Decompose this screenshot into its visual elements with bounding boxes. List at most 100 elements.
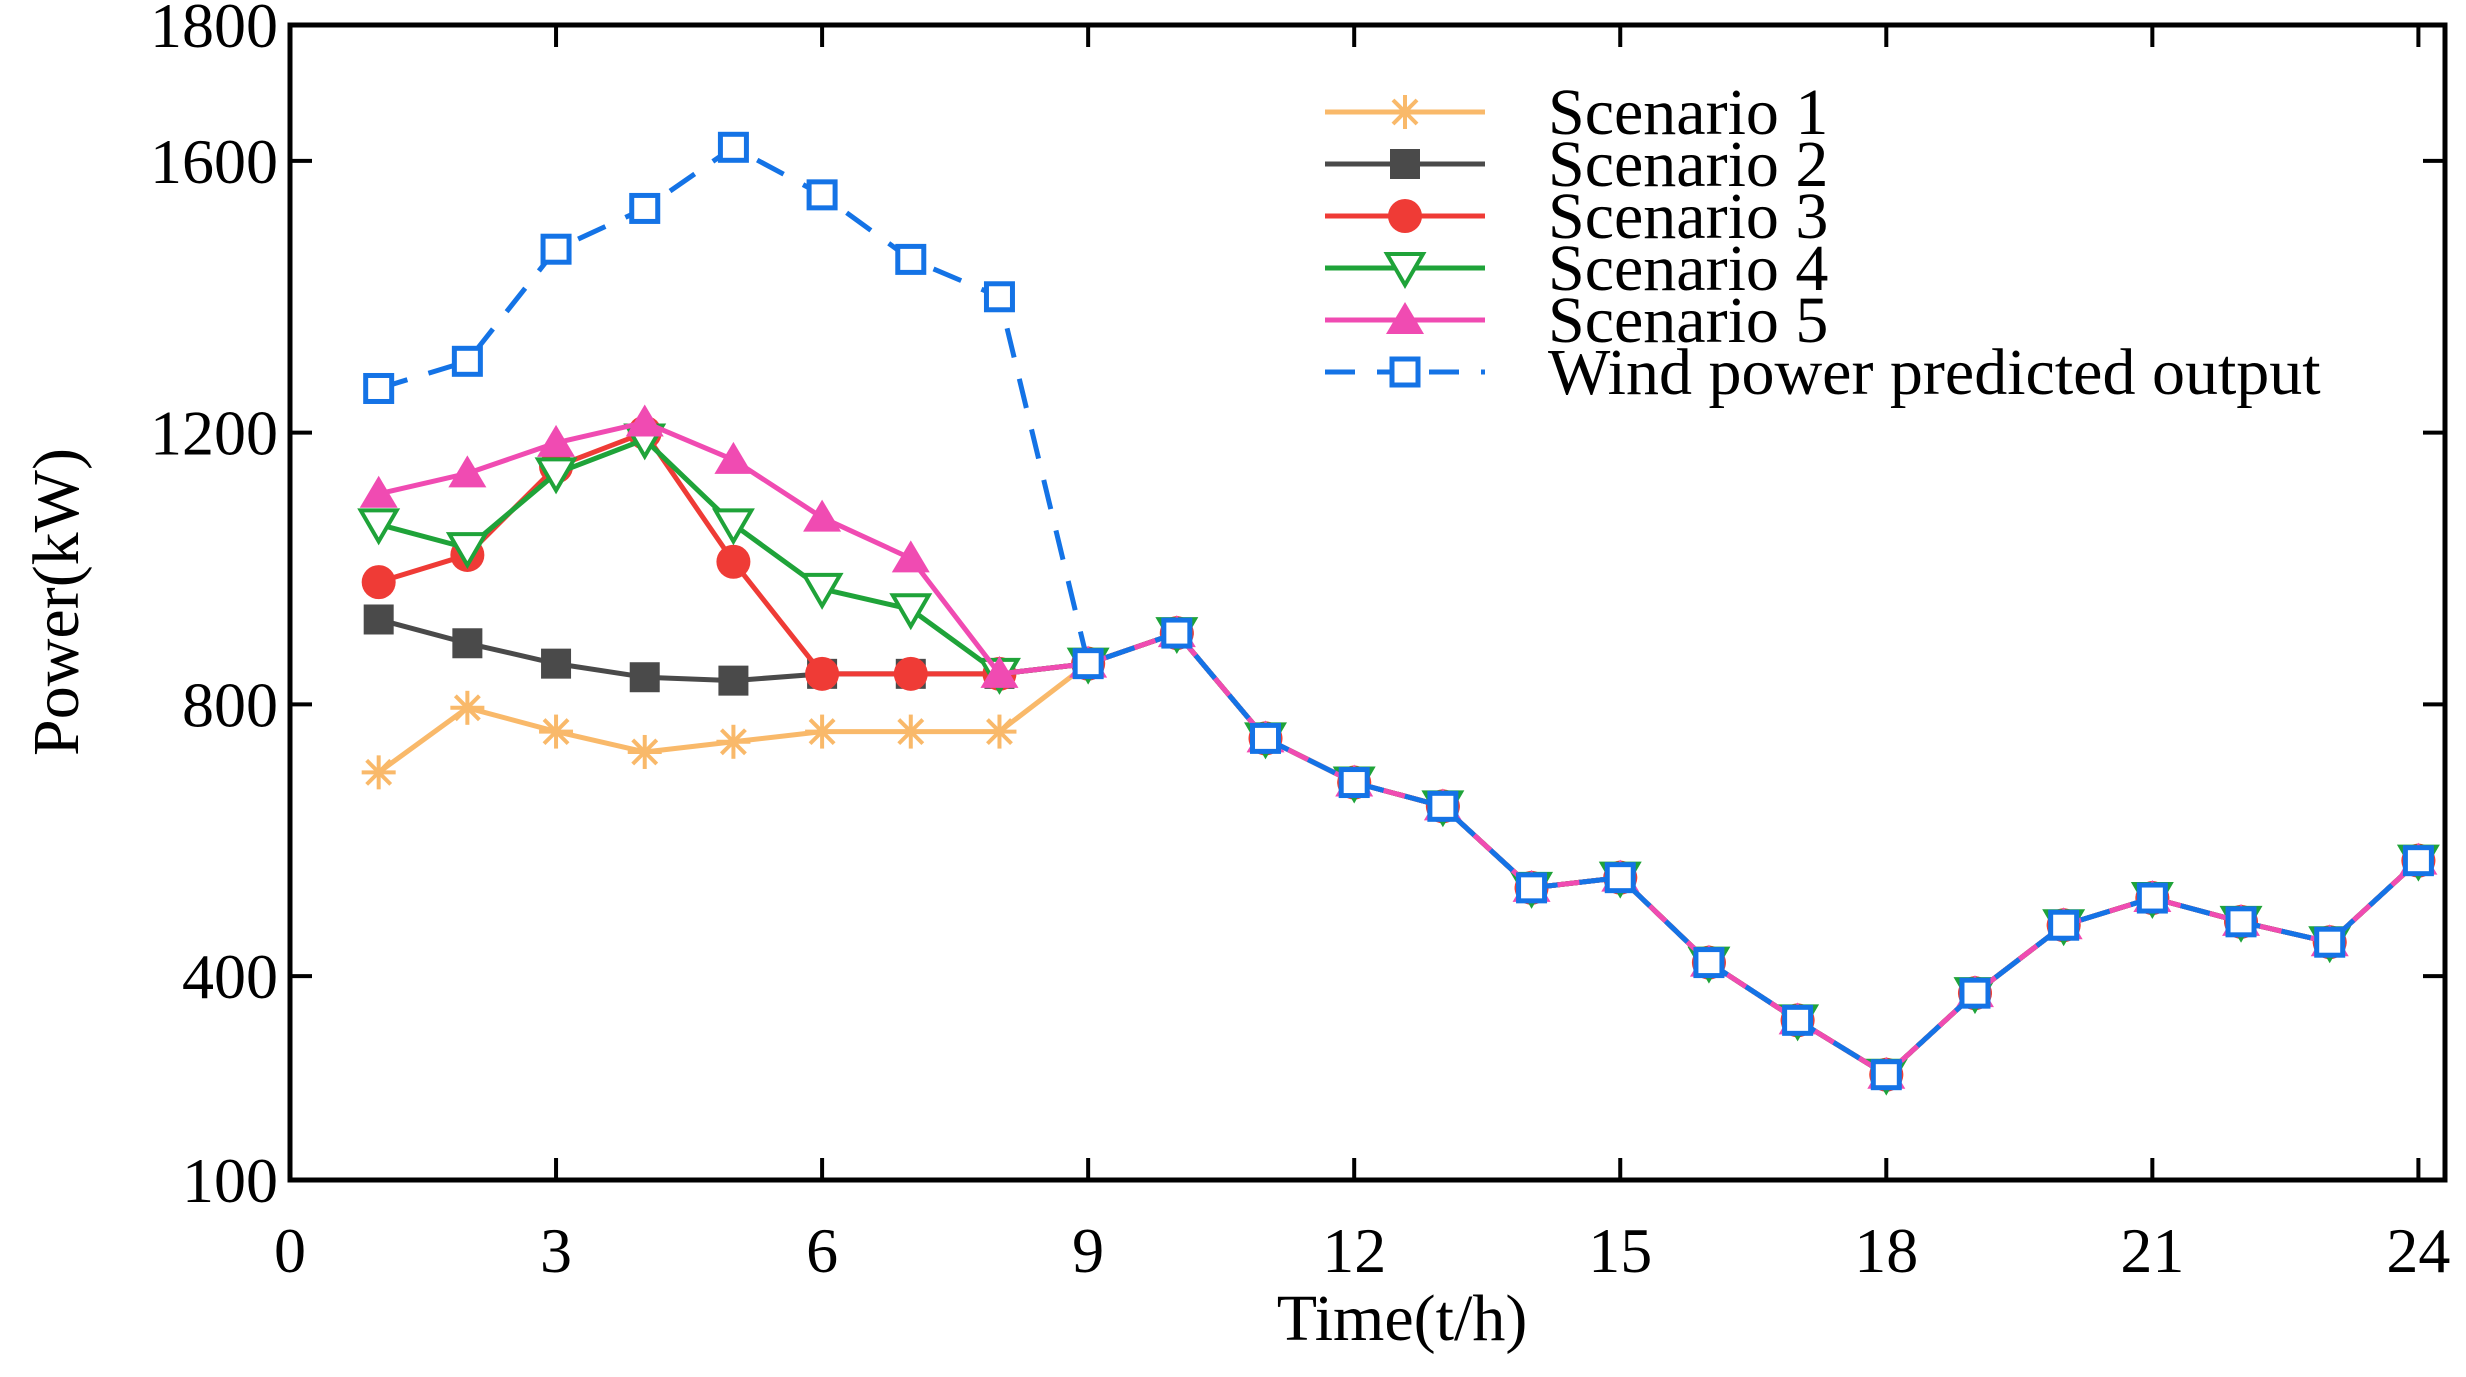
series-layer [357,131,2440,1096]
marker-stroke [897,718,925,746]
data-point [1072,648,1104,680]
x-axis-title: Time(t/h) [1277,1282,1528,1355]
data-point [2136,882,2168,914]
x-tick-label: 21 [2120,1215,2184,1286]
data-point [1427,790,1459,822]
y-tick-label: 400 [182,941,278,1012]
data-point [540,233,572,265]
plot-area: 0 3 6 9 12 15 18 21 24 100 400 800 1200 1600 1800 [150,0,2450,1286]
data-point [1693,947,1725,979]
data-point [1870,1059,1902,1091]
data-point [357,508,401,546]
data-point [2402,845,2434,877]
data-point [711,508,755,546]
marker-stroke [631,738,659,766]
series-1 [361,616,2436,1092]
data-point [803,499,842,532]
y-tick-label: 1800 [150,0,278,61]
x-tick-label: 12 [1322,1215,1386,1286]
legend-item: Scenario 1 [1325,76,1828,149]
marker-stroke [1391,98,1419,126]
data-point [452,628,483,659]
y-axis-title: Power(kW) [20,448,93,756]
y-tick-label: 1200 [150,398,278,469]
data-point [534,457,578,495]
legend-label: Scenario 4 [1548,232,1828,305]
legend-label: Scenario 2 [1548,128,1828,201]
y-tick-label: 1600 [150,126,278,197]
data-point [895,243,927,275]
series-line [378,617,2421,1078]
y-axis-ticks: 100 400 800 1200 1600 1800 [150,0,2445,1216]
legend-marker [1383,252,1427,289]
data-point [893,656,928,691]
data-point [716,544,751,579]
data-point [359,475,398,508]
y-tick-label: 100 [182,1145,278,1216]
x-axis-ticks: 0 3 6 9 12 15 18 21 24 [274,25,2450,1286]
legend-marker [1389,356,1421,388]
plot-frame [287,22,2448,1183]
data-point [1604,862,1636,894]
legend-item: Wind power predicted output [1325,336,2321,409]
legend-item: Scenario 3 [1325,180,1828,253]
data-point [451,345,483,377]
series-line [377,144,2421,1078]
data-point [539,714,574,749]
data-point [2225,906,2257,938]
marker-stroke [365,758,393,786]
data-point [889,593,933,631]
legend-label: Scenario 1 [1548,76,1828,149]
marker-stroke [719,728,747,756]
x-tick-label: 6 [806,1215,838,1286]
series-line [378,436,2421,1078]
x-tick-label: 3 [540,1215,572,1286]
series-2 [363,604,2434,1090]
data-point [2048,909,2080,941]
marker-stroke [986,718,1013,746]
legend-label: Scenario 3 [1548,180,1828,253]
data-point [537,424,576,457]
data-point [983,281,1015,313]
data-point [980,655,1019,688]
data-point [363,604,394,635]
legend-item: Scenario 5 [1325,284,1828,357]
data-point [1338,767,1370,799]
marker-stroke [453,694,481,722]
data-point [1516,872,1548,904]
x-tick-label: 9 [1072,1215,1104,1286]
data-point [361,565,396,600]
marker-stroke [542,718,570,746]
data-point [2314,926,2346,958]
data-point [805,714,840,749]
data-point [714,441,753,474]
marker-stroke [808,718,836,746]
x-tick-label: 0 [274,1215,306,1286]
series-3 [361,415,2436,1092]
legend-marker [1388,199,1422,233]
data-point [629,662,660,693]
legend-marker [1390,149,1420,179]
x-tick-label: 15 [1588,1215,1652,1286]
data-point [625,404,664,437]
x-tick-label: 18 [1854,1215,1918,1286]
legend-label: Scenario 5 [1548,284,1828,357]
data-point [800,572,844,610]
legend-label: Wind power predicted output [1548,336,2321,409]
data-point [718,665,749,696]
data-point [1782,1004,1814,1036]
series-6 [363,131,2434,1091]
data-point [445,532,489,570]
series-line [377,630,2421,1078]
series-4 [357,423,2440,1096]
data-point [629,192,661,224]
legend-item: Scenario 2 [1325,128,1828,201]
y-tick-label: 800 [182,669,278,740]
data-point [1959,977,1991,1009]
data-point [541,648,572,679]
data-point [448,455,487,488]
data-point [806,179,838,211]
data-point [717,131,749,163]
data-point [982,714,1017,749]
